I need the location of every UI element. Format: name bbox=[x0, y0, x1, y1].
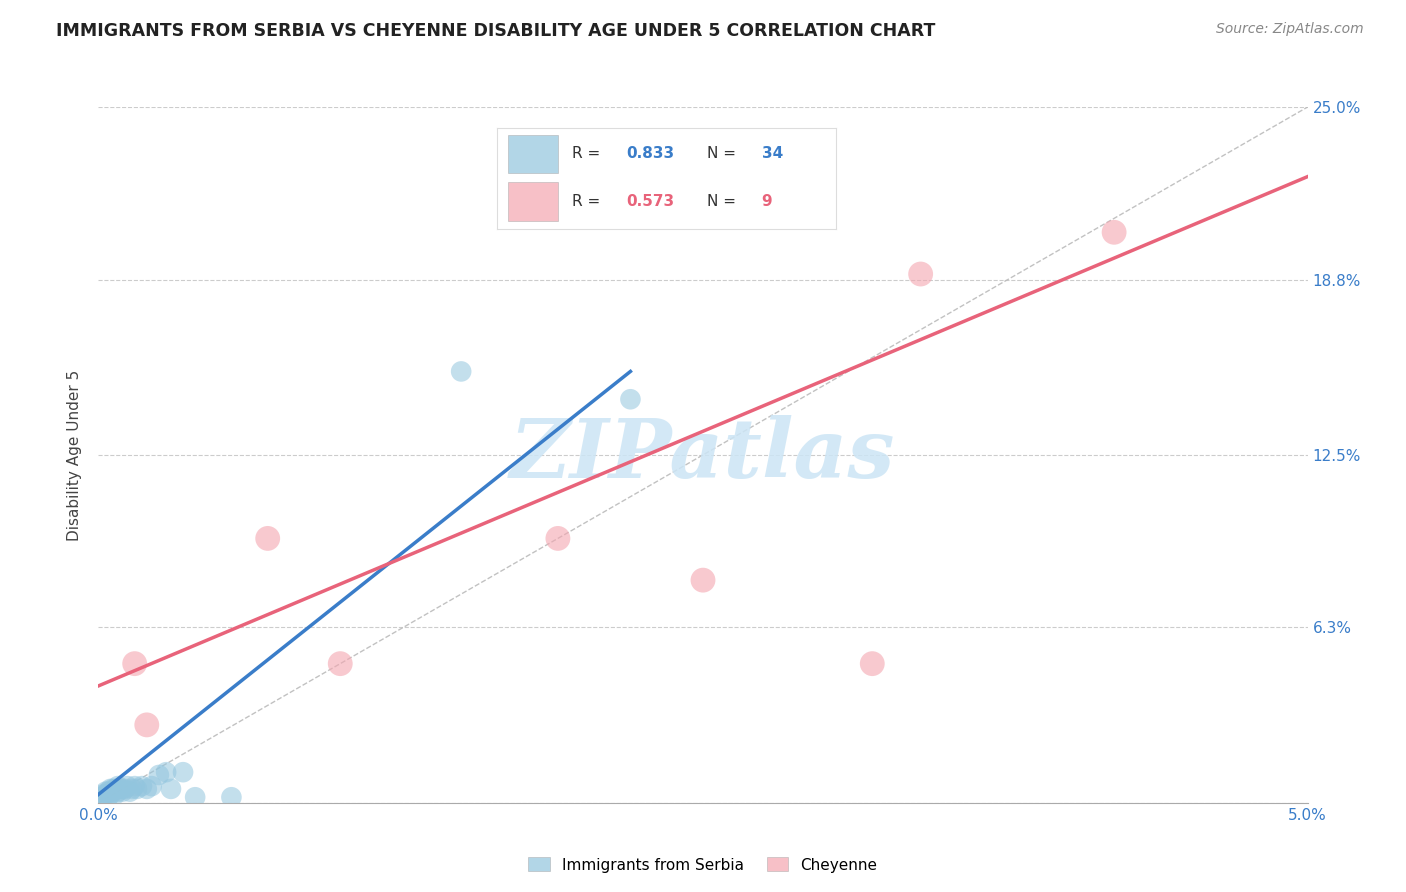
Point bbox=[124, 657, 146, 671]
Point bbox=[148, 768, 170, 782]
Point bbox=[104, 788, 127, 802]
Point bbox=[135, 718, 157, 732]
Text: ZIPatlas: ZIPatlas bbox=[510, 415, 896, 495]
Point bbox=[1102, 225, 1125, 239]
Point bbox=[104, 781, 127, 796]
Point bbox=[121, 781, 143, 796]
Point bbox=[184, 790, 207, 805]
Point bbox=[117, 779, 139, 793]
Point bbox=[124, 779, 146, 793]
Point bbox=[100, 788, 122, 802]
Point bbox=[101, 781, 124, 796]
Point bbox=[111, 785, 134, 799]
Point bbox=[221, 790, 243, 805]
Point bbox=[256, 532, 278, 546]
Point bbox=[101, 785, 124, 799]
Point bbox=[108, 781, 131, 796]
Point bbox=[910, 267, 932, 281]
Point bbox=[91, 788, 114, 802]
Point bbox=[860, 657, 883, 671]
Point bbox=[90, 790, 112, 805]
Point bbox=[329, 657, 352, 671]
Point bbox=[107, 779, 129, 793]
Point bbox=[107, 785, 129, 799]
Point bbox=[114, 781, 136, 796]
Point bbox=[155, 765, 177, 780]
Point bbox=[118, 785, 141, 799]
Point bbox=[100, 781, 122, 796]
Text: Source: ZipAtlas.com: Source: ZipAtlas.com bbox=[1216, 22, 1364, 37]
Point bbox=[111, 781, 134, 796]
Legend: Immigrants from Serbia, Cheyenne: Immigrants from Serbia, Cheyenne bbox=[522, 851, 884, 879]
Point bbox=[135, 781, 157, 796]
Point bbox=[97, 790, 120, 805]
Point bbox=[94, 785, 117, 799]
Text: IMMIGRANTS FROM SERBIA VS CHEYENNE DISABILITY AGE UNDER 5 CORRELATION CHART: IMMIGRANTS FROM SERBIA VS CHEYENNE DISAB… bbox=[56, 22, 935, 40]
Point bbox=[692, 573, 714, 587]
Point bbox=[97, 785, 120, 799]
Point bbox=[94, 788, 117, 802]
Point bbox=[160, 781, 183, 796]
Point bbox=[619, 392, 641, 407]
Point bbox=[131, 779, 153, 793]
Point bbox=[127, 781, 149, 796]
Point bbox=[172, 765, 194, 780]
Point bbox=[547, 532, 569, 546]
Point bbox=[450, 364, 472, 378]
Point bbox=[141, 779, 163, 793]
Y-axis label: Disability Age Under 5: Disability Age Under 5 bbox=[67, 369, 83, 541]
